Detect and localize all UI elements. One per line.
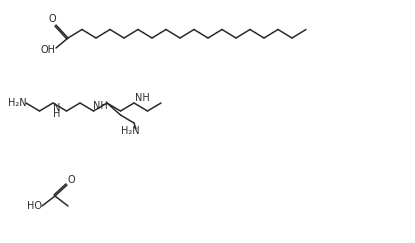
Text: HO: HO xyxy=(27,201,42,211)
Text: H₂N: H₂N xyxy=(8,98,26,108)
Text: O: O xyxy=(67,175,75,185)
Text: NH: NH xyxy=(93,101,108,111)
Text: OH: OH xyxy=(41,45,56,55)
Text: H₂N: H₂N xyxy=(121,126,139,136)
Text: N: N xyxy=(53,103,61,113)
Text: H: H xyxy=(53,109,61,119)
Text: NH: NH xyxy=(134,93,149,103)
Text: O: O xyxy=(48,14,56,24)
